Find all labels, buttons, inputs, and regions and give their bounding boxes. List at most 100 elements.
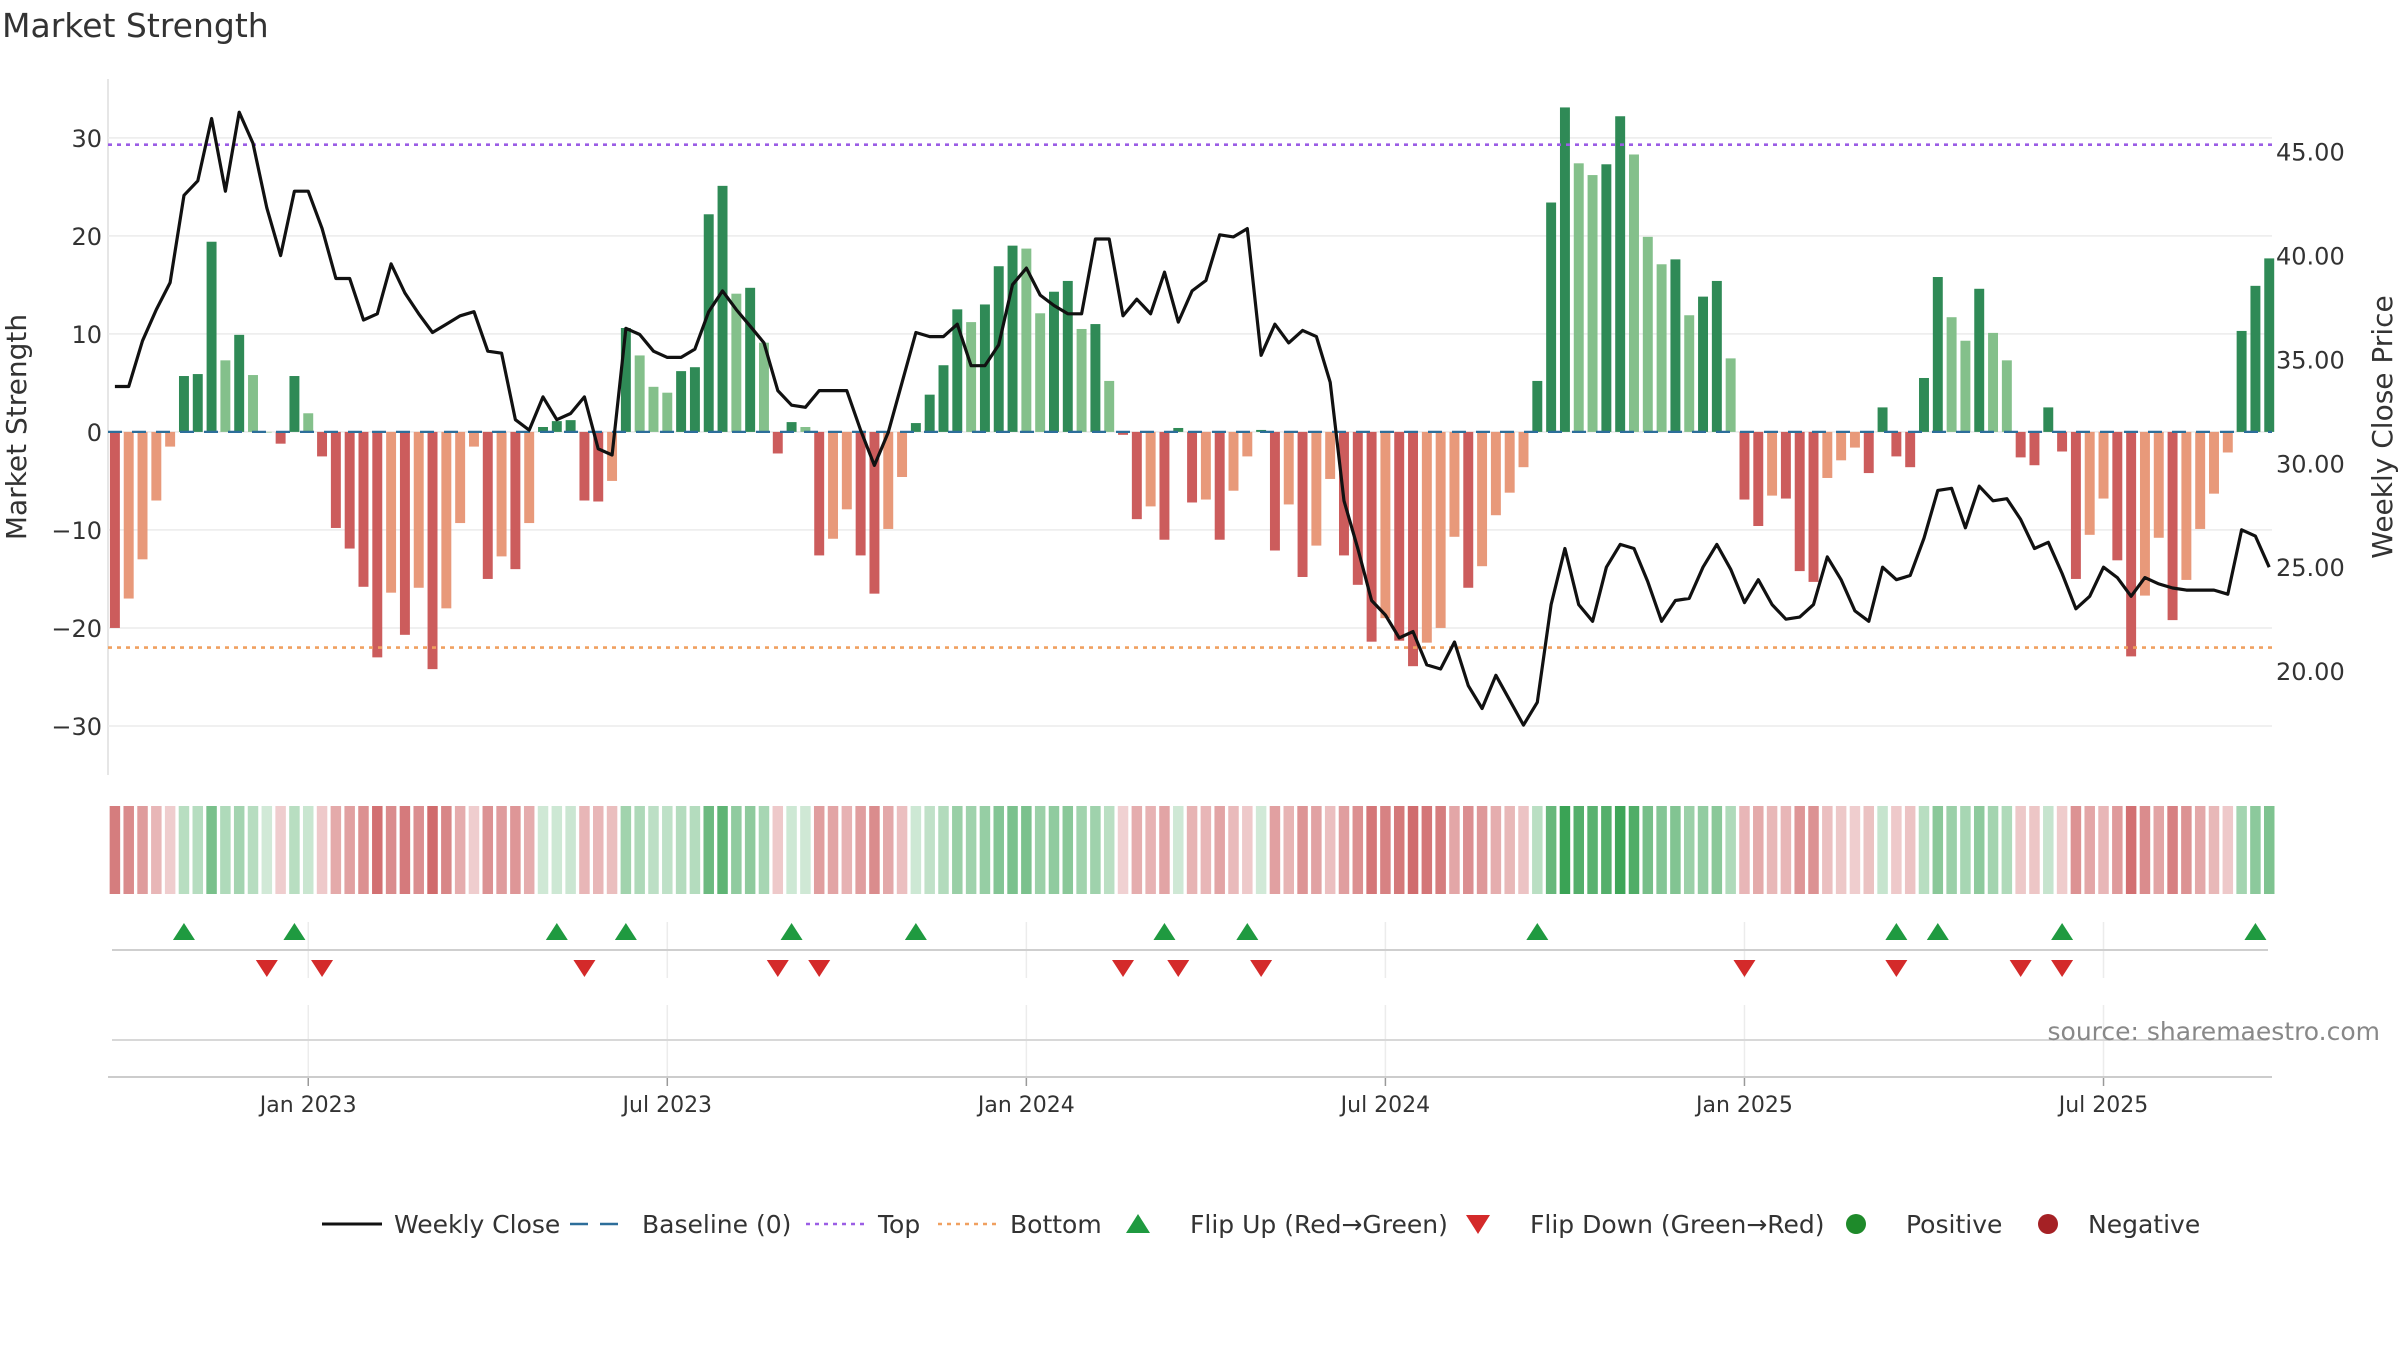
heat-strip-cell <box>316 806 328 894</box>
heat-strip-cell <box>1214 806 1225 894</box>
heat-strip-cell <box>220 806 231 894</box>
strength-bar <box>1352 431 1363 585</box>
heat-strip-cell <box>510 806 521 894</box>
heat-strip-cell <box>855 806 866 894</box>
heat-strip-cell <box>565 806 576 894</box>
flip-down-marker <box>1885 960 1908 977</box>
strength-bar <box>372 431 383 658</box>
strength-bar <box>468 431 479 447</box>
strength-bar <box>731 293 742 432</box>
strength-bar <box>1118 431 1128 435</box>
heat-strip-cell <box>1614 806 1626 894</box>
strength-bar <box>966 322 977 432</box>
strength-bar <box>2153 431 2164 538</box>
strength-bar <box>2139 431 2150 596</box>
strength-bar <box>123 431 134 599</box>
heat-strip-cell <box>1780 806 1792 894</box>
flip-up-marker <box>1236 923 1259 940</box>
flip-down-marker <box>2051 960 2074 977</box>
strength-bar <box>496 431 507 557</box>
strength-bar <box>178 376 189 432</box>
strength-bar <box>1891 431 1902 457</box>
strength-bar <box>1629 154 1639 432</box>
strength-bar <box>275 431 286 444</box>
heat-strip-cell <box>1532 806 1543 894</box>
heat-strip-cell <box>1393 806 1405 894</box>
strength-bar <box>399 431 410 635</box>
strength-bar <box>1767 431 1778 496</box>
heat-strip-cell <box>1504 806 1515 894</box>
strength-bar <box>1145 431 1156 507</box>
heat-strip-cell <box>441 806 452 894</box>
flip-up-marker <box>172 923 195 940</box>
heat-strip-cell <box>1766 806 1778 894</box>
heat-strip-cell <box>233 806 245 894</box>
strength-bar <box>2084 431 2095 535</box>
strength-bar <box>1863 431 1874 474</box>
heat-strip-cell <box>1628 806 1640 894</box>
heat-strip-cell <box>1007 806 1018 894</box>
strength-bar <box>1849 431 1860 448</box>
strength-bar <box>1601 164 1612 432</box>
strength-bar <box>1214 431 1225 540</box>
heat-strip-cell <box>2070 806 2082 894</box>
heat-strip-cell <box>717 806 728 894</box>
heat-strip-cell <box>1946 806 1957 894</box>
heat-strip-cell <box>482 806 494 894</box>
flip-up-marker <box>614 923 637 940</box>
heat-strip-cell <box>1103 806 1115 894</box>
heat-strip-cell <box>952 806 963 894</box>
left-tick-label: 30 <box>71 125 102 153</box>
strength-bar <box>330 431 341 528</box>
strength-bar <box>1711 280 1722 432</box>
heat-strip-cell <box>1739 806 1750 894</box>
legend-flip-up-swatch <box>1126 1214 1150 1233</box>
x-tick-label: Jul 2023 <box>621 1093 713 1118</box>
left-tick-label: −20 <box>51 615 102 643</box>
strength-bar <box>538 427 548 432</box>
heat-strip-cell <box>2056 806 2068 894</box>
heat-strip-cell <box>1545 806 1557 894</box>
flip-up-marker <box>2051 923 2074 940</box>
heat-strip-cell <box>2181 806 2192 894</box>
strength-bar <box>1808 431 1819 582</box>
strength-bar <box>2195 431 2206 529</box>
heat-strip-cell <box>1021 806 1032 894</box>
strength-bar <box>441 431 452 609</box>
heat-strip-cell <box>1463 806 1474 894</box>
heat-strip-cell <box>1449 806 1460 894</box>
right-tick-label: 45.00 <box>2276 139 2345 167</box>
strength-bar <box>303 413 314 432</box>
strength-bar <box>1753 431 1764 527</box>
heat-strip-cell <box>109 806 121 894</box>
heat-strip-cell <box>813 806 825 894</box>
flip-up-marker <box>1153 923 1176 940</box>
strength-bar <box>358 431 369 587</box>
strength-bar <box>1587 175 1598 432</box>
flip-down-marker <box>255 960 278 977</box>
flip-up-marker <box>904 923 927 940</box>
strength-bar <box>1007 245 1018 432</box>
heat-strip-cell <box>247 806 259 894</box>
strength-bar <box>620 327 631 432</box>
strength-bar <box>758 342 769 432</box>
strength-bar <box>1131 431 1142 520</box>
strength-bar <box>952 309 963 432</box>
flip-up-marker <box>780 923 803 940</box>
strength-bar <box>2181 431 2192 580</box>
left-tick-label: 20 <box>71 223 102 251</box>
heat-strip-cell <box>302 806 314 894</box>
strength-bar <box>993 266 1004 432</box>
heat-strip-cell <box>358 806 369 894</box>
strength-bar <box>1394 431 1405 641</box>
heat-strip-cell <box>593 806 604 894</box>
heat-strip-cell <box>1918 806 1930 894</box>
heat-strip-cell <box>164 806 176 894</box>
strength-bar <box>1173 427 1184 432</box>
strength-bar <box>109 431 120 628</box>
strength-bar <box>786 422 797 432</box>
strength-bar <box>261 431 272 433</box>
strength-bar <box>1877 407 1888 432</box>
heat-strip-cell <box>1656 806 1667 894</box>
